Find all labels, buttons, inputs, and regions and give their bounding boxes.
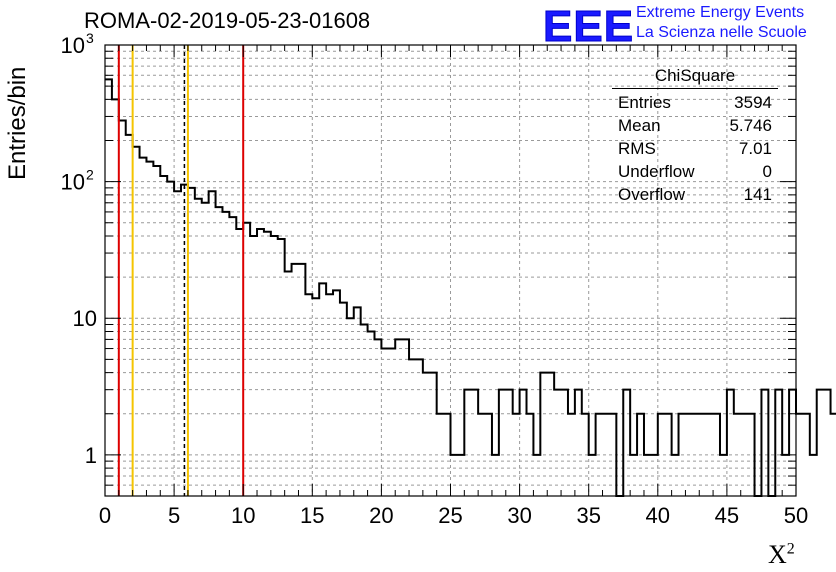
y-axis-label: Entries/bin	[4, 66, 31, 180]
x-tick-label: 45	[715, 503, 739, 528]
x-tick-label: 40	[646, 503, 670, 528]
stats-row-rms: RMS 7.01	[618, 139, 772, 158]
x-tick-label: 30	[507, 503, 531, 528]
x-tick-label: 15	[300, 503, 324, 528]
logo-line-1: Extreme Energy Events	[636, 4, 805, 21]
stats-row-entries: Entries 3594	[618, 93, 772, 112]
y-tick-label: 10	[73, 306, 97, 331]
y-tick-label-exponent: 3	[86, 30, 94, 46]
eee-logo: EEE	[542, 2, 635, 52]
x-axis-label: X2	[768, 540, 795, 569]
y-tick-label-exponent: 2	[86, 167, 94, 183]
x-tick-label: 0	[99, 503, 111, 528]
y-tick-label: 1	[85, 443, 97, 468]
stats-row-overflow: Overflow 141	[618, 185, 772, 204]
x-tick-label: 5	[168, 503, 180, 528]
logo-line-2: La Scienza nelle Scuole	[636, 24, 807, 41]
y-tick-label: 10	[61, 170, 85, 195]
stats-row-mean: Mean 5.746	[618, 116, 772, 135]
stats-title: ChiSquare	[612, 66, 778, 89]
x-tick-label: 35	[576, 503, 600, 528]
x-tick-label: 25	[438, 503, 462, 528]
stats-row-underflow: Underflow 0	[618, 162, 772, 181]
x-tick-label: 20	[369, 503, 393, 528]
x-tick-label: 50	[784, 503, 808, 528]
x-tick-label: 10	[231, 503, 255, 528]
y-tick-label: 10	[61, 33, 85, 58]
stats-box: ChiSquare Entries 3594 Mean 5.746 RMS 7.01 …	[612, 66, 778, 206]
chart-title: ROMA-02-2019-05-23-01608	[84, 8, 371, 33]
